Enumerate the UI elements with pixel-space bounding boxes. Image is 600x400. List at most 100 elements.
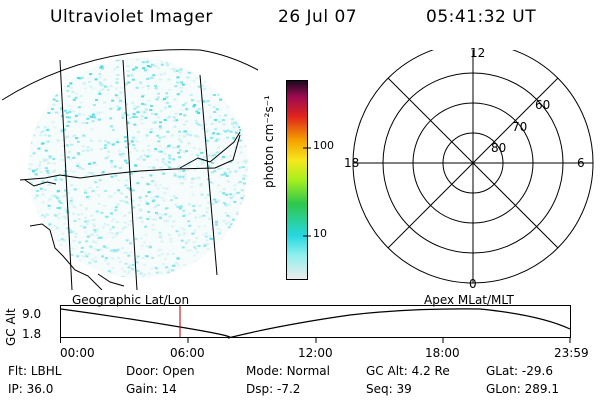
aurora-speckle-dot: [72, 98, 76, 101]
aurora-speckle-dot: [215, 138, 219, 141]
aurora-speckle-dot: [63, 173, 67, 176]
aurora-speckle-dot: [94, 117, 98, 120]
aurora-speckle-dot: [141, 220, 144, 223]
aurora-speckle-dot: [34, 247, 37, 249]
status-seq: Seq: 39: [366, 382, 412, 396]
aurora-speckle-dot: [209, 116, 212, 119]
aurora-speckle-dot: [195, 110, 199, 113]
aurora-speckle-dot: [140, 115, 144, 118]
aurora-speckle-dot: [139, 272, 143, 275]
aurora-speckle-dot: [166, 130, 170, 133]
aurora-speckle-dot: [130, 199, 134, 202]
aurora-speckle-dot: [164, 207, 168, 210]
aurora-speckle-dot: [143, 111, 147, 114]
aurora-speckle-dot: [66, 124, 70, 127]
aurora-speckle-dot: [91, 87, 95, 90]
aurora-speckle-dot: [148, 166, 152, 169]
aurora-speckle-dot: [33, 197, 37, 200]
aurora-speckle-dot: [210, 157, 214, 160]
aurora-speckle-dot: [28, 207, 32, 210]
aurora-speckle-dot: [45, 158, 49, 161]
aurora-speckle-dot: [124, 83, 128, 86]
aurora-speckle-dot: [165, 61, 169, 64]
aurora-speckle-dot: [125, 239, 129, 242]
aurora-speckle-dot: [245, 175, 248, 178]
aurora-speckle-dot: [182, 228, 186, 231]
aurora-speckle-dot: [52, 157, 56, 160]
aurora-speckle-dot: [69, 199, 73, 202]
aurora-speckle-dot: [113, 165, 117, 168]
aurora-speckle-dot: [127, 74, 130, 77]
aurora-speckle-dot: [158, 231, 162, 234]
aurora-speckle-dot: [201, 162, 205, 165]
aurora-speckle-dot: [174, 203, 178, 206]
aurora-speckle-dot: [238, 246, 242, 249]
aurora-speckle-dot: [154, 113, 158, 116]
aurora-speckle-dot: [38, 227, 41, 229]
aurora-speckle-dot: [96, 186, 99, 189]
aurora-speckle-dot: [168, 105, 172, 108]
aurora-speckle-dot: [195, 236, 199, 239]
aurora-speckle-dot: [140, 279, 143, 281]
aurora-speckle-dot: [233, 200, 237, 203]
xtick-0000: 00:00: [60, 346, 95, 360]
aurora-speckle-dot: [53, 224, 57, 227]
aurora-speckle-dot: [96, 228, 100, 231]
aurora-speckle-dot: [183, 135, 187, 138]
aurora-speckle-dot: [36, 167, 40, 170]
aurora-speckle-dot: [219, 241, 223, 244]
aurora-speckle-dot: [89, 85, 93, 88]
aurora-speckle-dot: [202, 100, 206, 103]
aurora-speckle-dot: [82, 225, 86, 228]
aurora-speckle-dot: [78, 166, 82, 169]
aurora-speckle-dot: [168, 269, 172, 272]
aurora-speckle-dot: [131, 78, 135, 81]
aurora-speckle-dot: [213, 198, 217, 201]
aurora-speckle-dot: [72, 110, 76, 113]
aurora-speckle-dot: [211, 203, 215, 205]
aurora-speckle-dot: [88, 81, 92, 83]
aurora-speckle-dot: [172, 252, 176, 255]
aurora-speckle-dot: [103, 101, 107, 104]
aurora-speckle-dot: [172, 70, 176, 73]
aurora-speckle-dot: [48, 247, 52, 249]
aurora-speckle-dot: [173, 174, 177, 177]
aurora-speckle-dot: [88, 234, 92, 237]
aurora-speckle-dot: [139, 209, 143, 212]
aurora-speckle-dot: [235, 222, 239, 225]
aurora-speckle-dot: [156, 249, 160, 252]
aurora-speckle-dot: [194, 216, 198, 219]
aurora-speckle-dot: [130, 268, 134, 271]
aurora-speckle-dot: [74, 235, 78, 238]
aurora-speckle-dot: [58, 206, 62, 209]
aurora-speckle-dot: [129, 220, 133, 223]
aurora-speckle-dot: [42, 70, 46, 73]
aurora-speckle-dot: [43, 216, 47, 219]
aurora-speckle-dot: [32, 170, 35, 173]
aurora-speckle-dot: [139, 155, 143, 158]
aurora-speckle-dot: [92, 225, 96, 228]
aurora-speckle-dot: [154, 88, 158, 90]
aurora-speckle-dot: [60, 154, 64, 157]
aurora-speckle-dot: [234, 66, 238, 69]
aurora-speckle-dot: [116, 141, 120, 144]
aurora-speckle-dot: [115, 78, 119, 81]
aurora-speckle-dot: [41, 130, 45, 133]
aurora-speckle-dot: [148, 215, 152, 218]
aurora-speckle-dot: [148, 277, 152, 278]
aurora-speckle-dot: [170, 68, 174, 71]
aurora-speckle-dot: [230, 244, 234, 247]
aurora-speckle-dot: [231, 218, 235, 221]
aurora-speckle-dot: [181, 246, 185, 249]
aurora-speckle-dot: [211, 251, 215, 254]
aurora-speckle-dot: [227, 87, 231, 89]
aurora-speckle-dot: [147, 77, 151, 80]
aurora-speckle-dot: [58, 244, 62, 247]
aurora-speckle-dot: [241, 234, 245, 237]
aurora-speckle-dot: [33, 107, 37, 110]
aurora-speckle-dot: [80, 213, 84, 216]
aurora-speckle-dot: [245, 168, 248, 171]
aurora-speckle-dot: [237, 123, 241, 126]
aurora-speckle-dot: [235, 249, 239, 252]
colorbar-tick-100: 100: [313, 139, 334, 152]
